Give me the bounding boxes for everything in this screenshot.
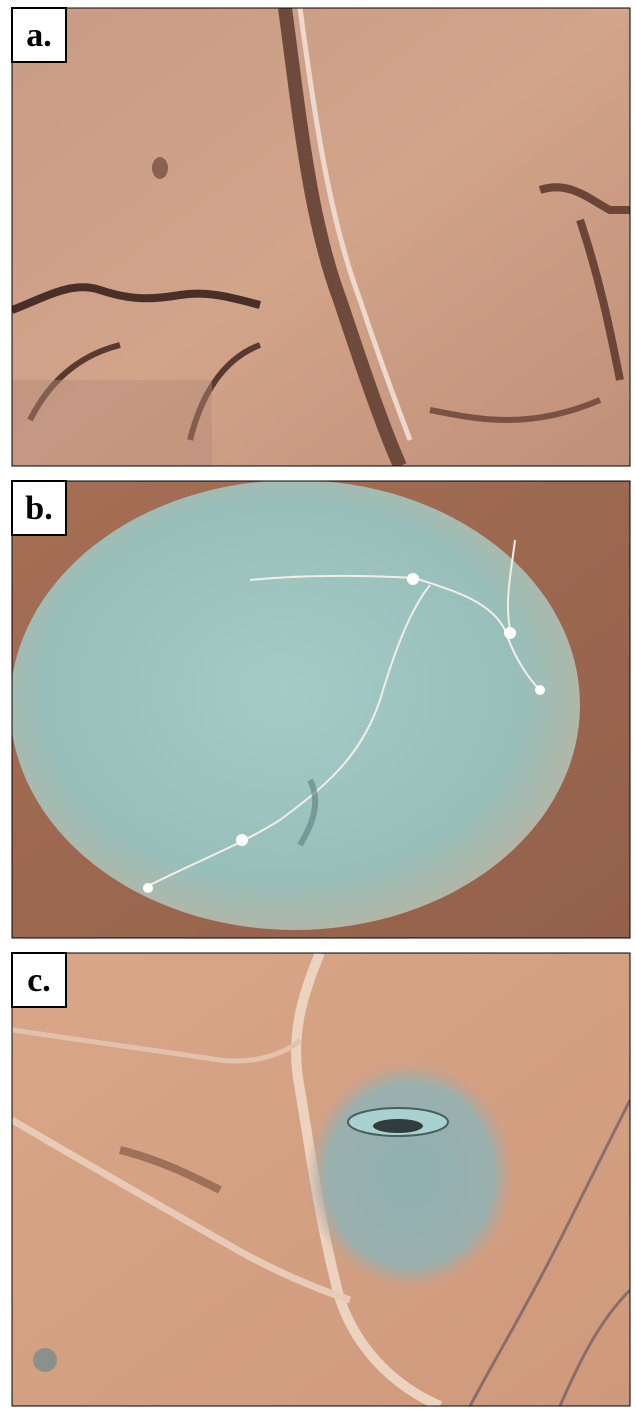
- vein: [249, 574, 541, 691]
- panel-a-photo: [12, 8, 630, 466]
- nodule: [535, 685, 545, 695]
- vein: [297, 8, 413, 441]
- panel-label: b.: [25, 490, 52, 527]
- crack: [278, 8, 407, 466]
- panel-label: a.: [26, 17, 52, 54]
- shadow: [12, 380, 212, 466]
- vein: [149, 584, 431, 886]
- label-box: [11, 7, 67, 63]
- vein: [12, 1027, 302, 1064]
- panel-label: c.: [27, 962, 51, 999]
- panel-border: [11, 952, 631, 1407]
- label-box: [11, 952, 67, 1008]
- nodule: [143, 883, 153, 893]
- panel-border: [11, 480, 631, 939]
- nodule: [504, 627, 516, 639]
- shadow: [119, 1146, 222, 1194]
- abraded-patch: [12, 481, 580, 930]
- vein: [506, 539, 516, 631]
- nodule: [407, 573, 419, 585]
- fracture: [429, 397, 602, 423]
- pit: [152, 157, 168, 179]
- streak: [558, 1288, 630, 1406]
- fracture: [538, 183, 630, 381]
- fracture: [27, 342, 262, 441]
- label-box: [11, 480, 67, 536]
- tailings-spot: [33, 1348, 57, 1372]
- drill-hole-center: [373, 1119, 423, 1133]
- panel-border: [11, 7, 631, 467]
- drill-tailings: [305, 1060, 515, 1290]
- panel-c-photo: [12, 953, 630, 1406]
- fracture: [12, 283, 261, 314]
- vein: [12, 1116, 352, 1304]
- streak: [468, 1099, 630, 1406]
- nodule: [236, 834, 248, 846]
- crack: [297, 778, 319, 847]
- panel-b-photo: [12, 481, 630, 938]
